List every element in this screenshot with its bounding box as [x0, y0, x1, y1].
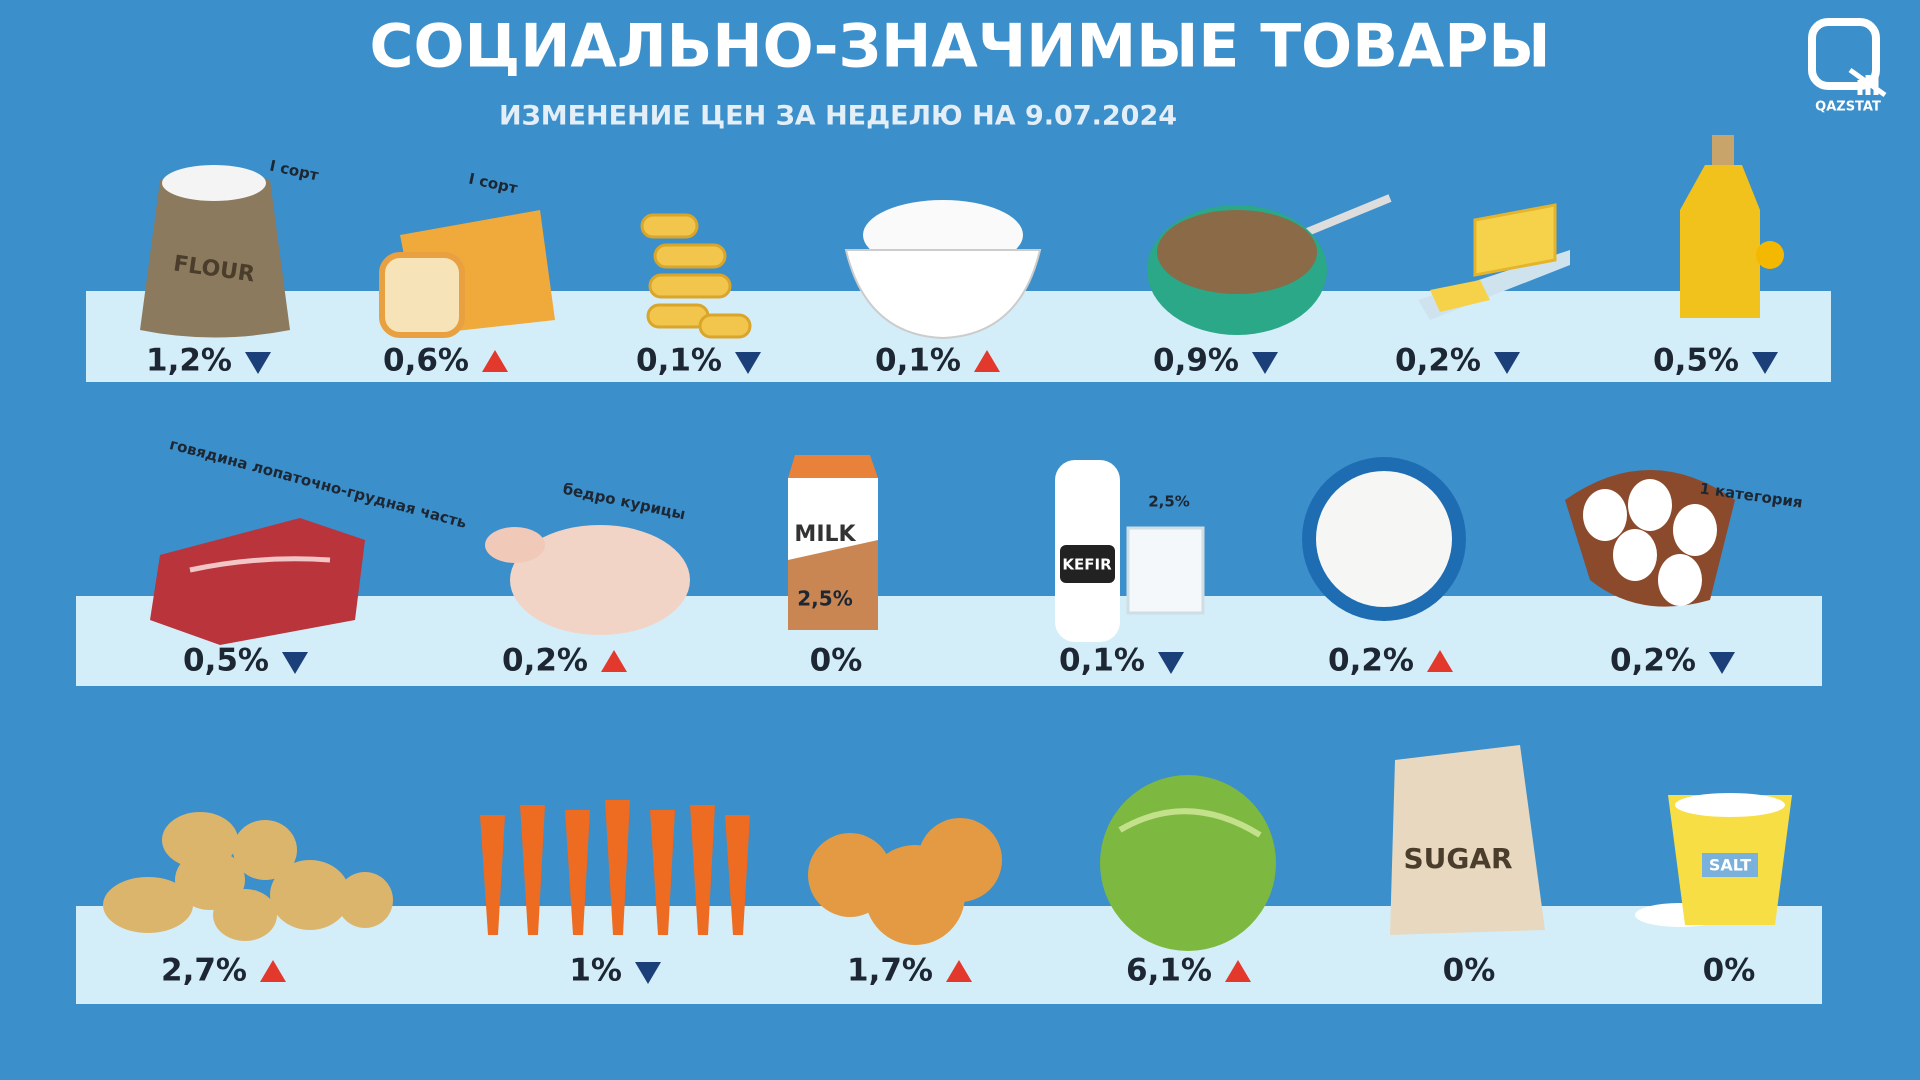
- arrow-up: [946, 960, 972, 982]
- cabbage-icon: [1100, 775, 1276, 951]
- price-change: 0,1%: [875, 343, 961, 379]
- price-change: 1,7%: [847, 953, 933, 989]
- note: I сорт: [467, 170, 519, 198]
- arrow-up: [260, 960, 286, 982]
- price-change: 0,1%: [1059, 643, 1145, 679]
- arrow-down: [1494, 352, 1520, 374]
- flour-icon: FLOUR: [140, 165, 290, 338]
- sugar-icon: SUGAR: [1390, 745, 1545, 935]
- price-change: 0,9%: [1153, 343, 1239, 379]
- shelf: [76, 596, 1822, 686]
- price-change: 0%: [1443, 953, 1496, 989]
- arrow-down: [1752, 352, 1778, 374]
- price-change: 0,2%: [1610, 643, 1696, 679]
- chicken-icon: [485, 525, 690, 635]
- eggs-icon: [1565, 470, 1735, 607]
- arrow-up: [601, 650, 627, 672]
- price-change: 0,2%: [1395, 343, 1481, 379]
- price-change: 0,1%: [636, 343, 722, 379]
- arrow-down: [1252, 352, 1278, 374]
- price-change: 0,2%: [1328, 643, 1414, 679]
- note: I сорт: [268, 157, 320, 185]
- buckwheat-icon: [1147, 194, 1392, 335]
- price-change: 2,7%: [161, 953, 247, 989]
- arrow-up: [974, 350, 1000, 372]
- note: бедро курицы: [561, 480, 687, 524]
- subtitle: ИЗМЕНЕНИЕ ЦЕН ЗА НЕДЕЛЮ НА 9.07.2024: [499, 101, 1177, 132]
- pasta-icon: [640, 213, 752, 339]
- cottage-cheese-icon: [1302, 457, 1466, 621]
- title: СОЦИАЛЬНО-ЗНАЧИМЫЕ ТОВАРЫ: [369, 12, 1550, 82]
- package-note: 2,5%: [797, 587, 852, 611]
- package-text: MILK: [794, 522, 856, 547]
- package-text: SUGAR: [1403, 842, 1512, 875]
- arrow-down: [1709, 652, 1735, 674]
- salt-icon: SALT: [1635, 793, 1792, 927]
- price-change: 1,2%: [146, 343, 232, 379]
- arrow-down: [245, 352, 271, 374]
- logo: QAZSTAT: [1808, 18, 1887, 115]
- package-text: KEFIR: [1062, 556, 1112, 574]
- logo-text: QAZSTAT: [1815, 100, 1881, 115]
- arrow-up: [1225, 960, 1251, 982]
- price-change: 0,5%: [183, 643, 269, 679]
- rice-icon: [844, 200, 1042, 340]
- note: говядина лопаточно-грудная часть: [168, 435, 469, 532]
- bread-icon: [379, 210, 555, 338]
- potato-icon: [103, 812, 393, 941]
- milk-icon: MILK 2,5%: [788, 455, 878, 630]
- onion-icon: [808, 818, 1002, 945]
- package-text: SALT: [1709, 856, 1751, 875]
- arrow-up: [482, 350, 508, 372]
- arrow-down: [1158, 652, 1184, 674]
- price-change: 0,5%: [1653, 343, 1739, 379]
- arrow-down: [635, 962, 661, 984]
- note: 2,5%: [1148, 493, 1190, 511]
- price-change: 0,2%: [502, 643, 588, 679]
- price-change: 0%: [810, 643, 863, 679]
- arrow-down: [282, 652, 308, 674]
- butter-icon: [1418, 203, 1570, 320]
- oil-icon: [1680, 135, 1784, 318]
- price-change: 6,1%: [1126, 953, 1212, 989]
- beef-icon: [150, 518, 365, 645]
- carrot-icon: [480, 800, 750, 935]
- arrow-up: [1427, 650, 1453, 672]
- arrow-down: [735, 352, 761, 374]
- price-change: 0,6%: [383, 343, 469, 379]
- kefir-icon: KEFIR: [1055, 460, 1205, 642]
- price-change: 1%: [569, 953, 622, 989]
- price-change: 0%: [1703, 953, 1756, 989]
